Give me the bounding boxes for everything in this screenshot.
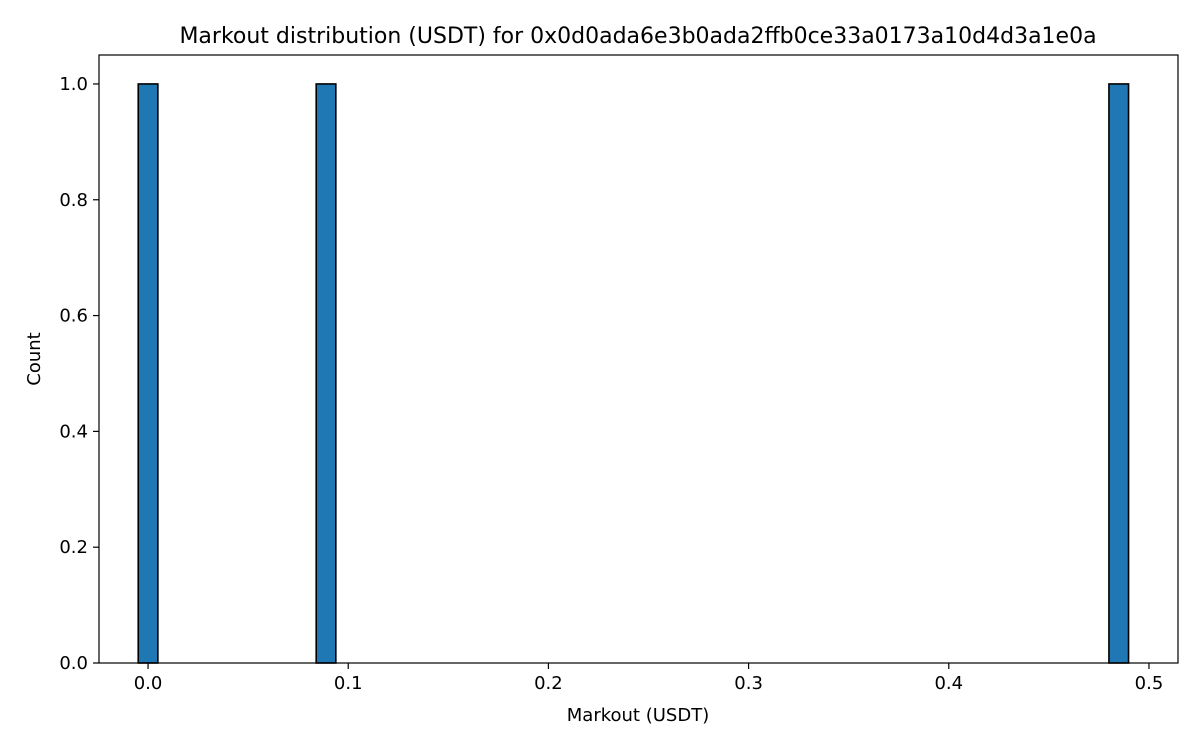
plot-frame [98, 54, 1179, 664]
x-tick-label: 0.3 [734, 673, 763, 694]
histogram-bar-0 [137, 83, 159, 664]
histogram-bar-1 [315, 83, 337, 664]
y-tick-label: 0.6 [59, 306, 88, 327]
y-axis: 0.0 0.2 0.4 0.6 0.8 1.0 [59, 74, 99, 674]
y-axis-label: Count [24, 332, 45, 385]
y-tick-label: 0.8 [59, 190, 88, 211]
y-tick-label: 1.0 [59, 74, 88, 95]
x-axis-label: Markout (USDT) [567, 705, 709, 726]
y-tick-label: 0.4 [59, 421, 88, 442]
x-tick-label: 0.4 [934, 673, 963, 694]
bars-group [137, 83, 1130, 664]
y-tick-label: 0.2 [59, 537, 88, 558]
x-tick-label: 0.5 [1135, 673, 1164, 694]
y-tick-label: 0.0 [59, 653, 88, 674]
x-tick-label: 0.2 [534, 673, 563, 694]
chart-title: Markout distribution (USDT) for 0x0d0ada… [179, 24, 1096, 49]
x-tick-label: 0.0 [134, 673, 163, 694]
histogram-bar-2 [1108, 83, 1130, 664]
x-axis: 0.0 0.1 0.2 0.3 0.4 0.5 [134, 663, 1164, 694]
x-tick-label: 0.1 [334, 673, 363, 694]
